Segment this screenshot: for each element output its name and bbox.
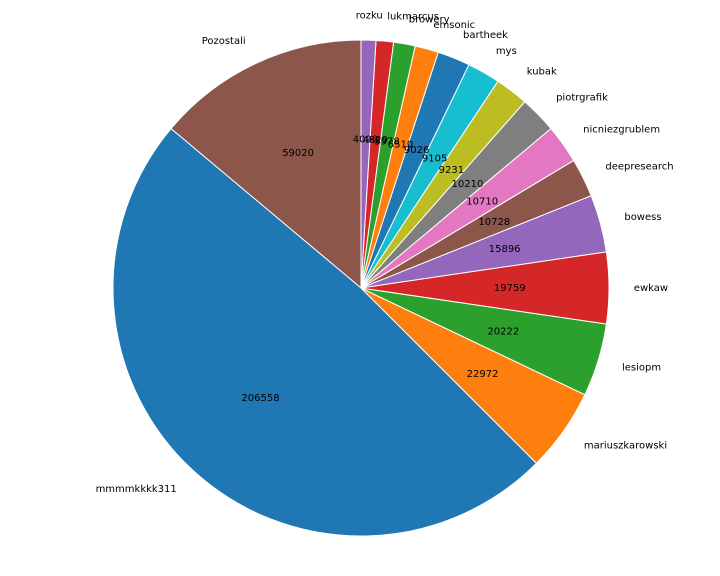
slice-label-browery: browery	[409, 14, 450, 25]
pie-slices	[112, 39, 610, 537]
slice-value-bartheek: 9026	[404, 145, 429, 156]
slice-label-mmmmkkkk311: mmmmkkkk311	[96, 484, 177, 495]
slice-value-pozostali: 59020	[282, 148, 314, 159]
slice-value-piotrgrafik: 10210	[452, 179, 484, 190]
slice-value-rozku: 4090	[353, 134, 378, 145]
slice-label-pozostali: Pozostali	[202, 36, 246, 47]
slice-label-ewkaw: ewkaw	[634, 283, 668, 294]
slice-value-bowess: 15896	[489, 244, 521, 255]
slice-value-mys: 9105	[422, 154, 447, 165]
slice-value-lukmarcus: 4829	[363, 135, 388, 146]
slice-label-nicniezgrublem: nicniezgrublem	[583, 125, 660, 136]
slice-value-mariuszkarowski: 22972	[467, 369, 499, 380]
slice-label-kubak: kubak	[527, 66, 557, 77]
slice-value-mmmmkkkk311: 206558	[241, 393, 279, 404]
slice-value-lesiopm: 20222	[487, 326, 519, 337]
slice-value-deepresearch: 10728	[478, 217, 510, 228]
slice-label-emsonic: emsonic	[433, 20, 475, 31]
slice-value-browery: 5978	[374, 137, 399, 148]
slice-label-rozku: rozku	[356, 10, 383, 21]
slice-value-kubak: 9231	[439, 165, 464, 176]
pie-slice-mmmmkkkk311	[112, 127, 538, 537]
pie-labels: Pozostali 59020 mmmmkkkk311 206558 mariuszka…	[96, 10, 674, 495]
slice-label-lesiopm: lesiopm	[622, 362, 661, 373]
pie-slice-rozku	[360, 39, 377, 289]
slice-value-nicniezgrublem: 10710	[466, 197, 498, 208]
slice-label-deepresearch: deepresearch	[605, 162, 673, 173]
pie-slice-pozostali	[170, 39, 362, 290]
slice-label-piotrgrafik: piotrgrafik	[556, 92, 608, 103]
slice-label-bartheek: bartheek	[463, 30, 508, 41]
slice-value-ewkaw: 19759	[494, 283, 526, 294]
slice-label-mys: mys	[496, 46, 517, 57]
slice-value-emsonic: 6510	[388, 140, 413, 151]
slice-label-lukmarcus: lukmarcus	[387, 11, 439, 22]
slice-label-bowess: bowess	[624, 212, 661, 223]
slice-label-mariuszkarowski: mariuszkarowski	[584, 440, 667, 451]
